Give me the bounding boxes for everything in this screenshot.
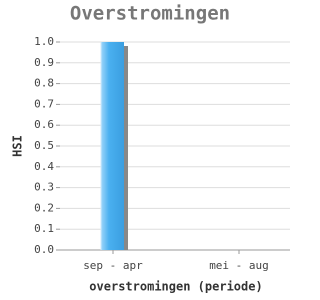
x-tick-label: mei - aug <box>209 259 269 272</box>
y-tick-label: 0.2 <box>34 201 54 214</box>
bar <box>101 42 124 250</box>
y-tick-label: 0.9 <box>34 56 54 69</box>
y-tick-label: 0.0 <box>34 243 54 256</box>
y-tick-label: 0.6 <box>34 118 54 131</box>
chart: Overstromingen HSI overstromingen (perio… <box>11 3 290 294</box>
y-tick-label: 0.7 <box>34 97 54 110</box>
y-axis-label: HSI <box>11 135 25 157</box>
y-tick-label: 1.0 <box>34 35 54 48</box>
x-axis-label: overstromingen (periode) <box>89 280 262 294</box>
x-tick-label: sep - apr <box>83 259 143 272</box>
y-tick-label: 0.3 <box>34 181 54 194</box>
y-tick-label: 0.8 <box>34 77 54 90</box>
y-tick-label: 0.4 <box>34 160 54 173</box>
y-tick-label: 0.1 <box>34 222 54 235</box>
y-tick-label: 0.5 <box>34 139 54 152</box>
chart-title: Overstromingen <box>70 3 230 25</box>
